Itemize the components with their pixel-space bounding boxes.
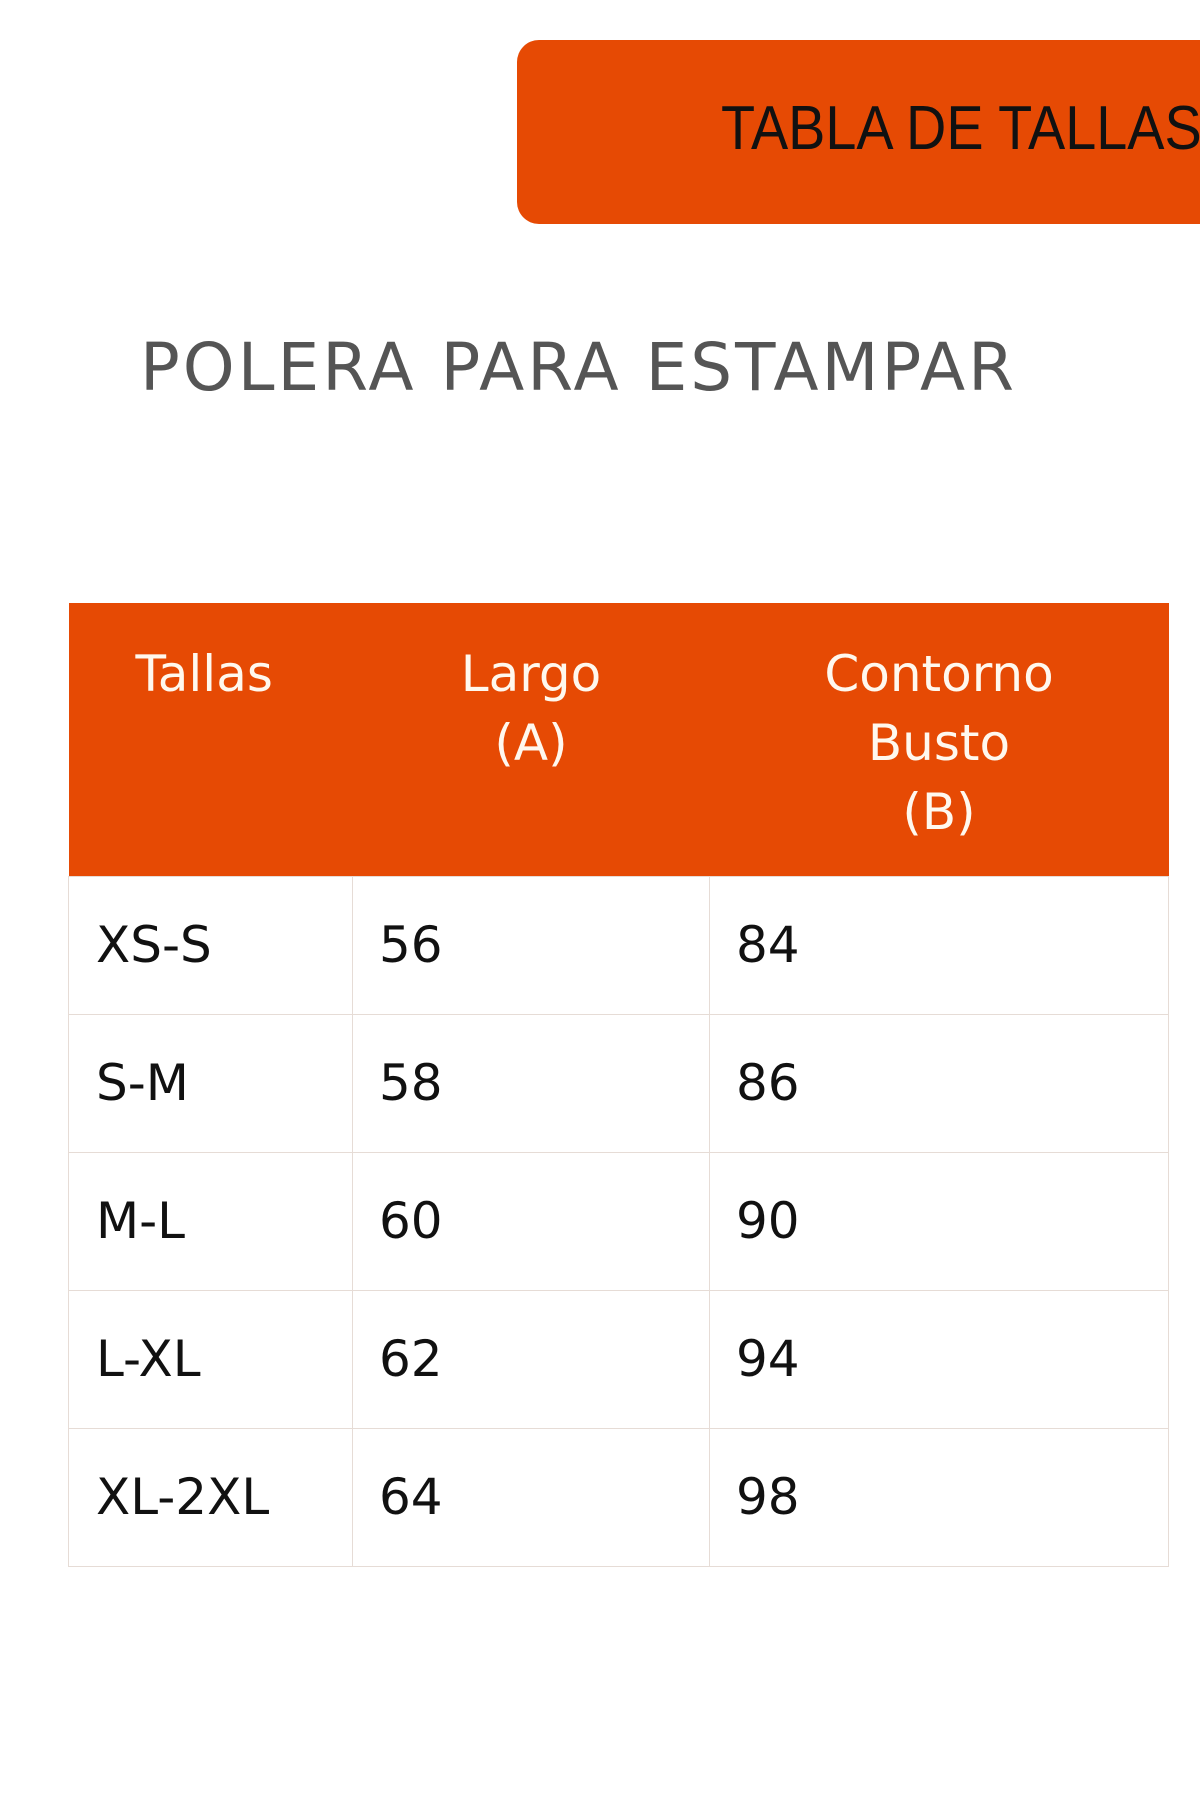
size-cell: XL-2XL [68,1427,353,1567]
busto-cell: 98 [709,1427,1169,1567]
header-tallas: Tallas [68,603,353,876]
header-line: (A) [494,714,568,772]
table-row: XL-2XL 64 98 [68,1427,1169,1567]
table-row: M-L 60 90 [68,1151,1169,1291]
header-line: (B) [902,783,976,841]
size-chart-banner: TABLA DE TALLAS [517,40,1200,224]
largo-cell: 58 [352,1013,710,1153]
largo-cell: 62 [352,1289,710,1429]
header-line: Busto [867,714,1011,772]
table-header-row: Tallas Largo (A) Contorno Busto (B) [68,603,1169,876]
table-row: XS-S 56 84 [68,875,1169,1015]
table-row: L-XL 62 94 [68,1289,1169,1429]
largo-cell: 60 [352,1151,710,1291]
header-line: Tallas [135,645,273,703]
size-cell: S-M [68,1013,353,1153]
header-line: Contorno [824,645,1054,703]
size-cell: M-L [68,1151,353,1291]
busto-cell: 84 [709,875,1169,1015]
busto-cell: 90 [709,1151,1169,1291]
largo-cell: 64 [352,1427,710,1567]
product-title: POLERA PARA ESTAMPAR [140,329,1018,406]
largo-cell: 56 [352,875,710,1015]
table-row: S-M 58 86 [68,1013,1169,1153]
header-contorno-busto: Contorno Busto (B) [709,603,1169,876]
banner-label: TABLA DE TALLAS [721,94,1200,163]
size-table: Tallas Largo (A) Contorno Busto (B) XS-S… [68,603,1169,1567]
header-line: Largo [460,645,602,703]
busto-cell: 86 [709,1013,1169,1153]
size-cell: L-XL [68,1289,353,1429]
header-largo: Largo (A) [352,603,710,876]
busto-cell: 94 [709,1289,1169,1429]
size-cell: XS-S [68,875,353,1015]
